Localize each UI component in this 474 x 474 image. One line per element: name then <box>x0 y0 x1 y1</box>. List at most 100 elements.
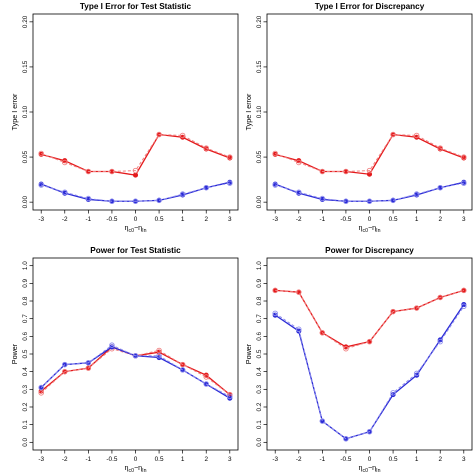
x-tick-label: -2 <box>62 456 68 463</box>
x-tick-label: 2 <box>438 456 442 463</box>
data-point-red_light <box>62 368 68 375</box>
y-tick-label: 0.1 <box>22 420 29 429</box>
data-point-blue_light <box>296 189 302 195</box>
chart-panel-1: Type I Error for Test Statistic 0.00 0.05 0… <box>10 2 239 234</box>
data-point-blue_light <box>413 191 420 197</box>
data-point-red_light <box>343 345 349 352</box>
x-tick-label: 0 <box>368 456 372 463</box>
x-tick-label: 0.5 <box>389 216 398 223</box>
chart-title: Type I Error for Discrepancy <box>315 2 425 11</box>
x-axis-label-part: η <box>124 463 128 472</box>
x-tick-label: -2 <box>296 216 302 223</box>
series-line-red_light-dashed <box>275 289 464 350</box>
data-point-red_light <box>390 308 396 315</box>
x-tick-label: 0.5 <box>389 456 398 463</box>
data-point-blue_light <box>461 303 467 310</box>
x-tick-label: -1 <box>86 456 92 463</box>
data-point-red_light <box>203 145 209 151</box>
data-point-red_light <box>319 330 326 336</box>
x-axis-label-part: −η <box>134 463 142 472</box>
x-tick-label: -1 <box>86 216 92 223</box>
y-tick-label: 0.00 <box>22 196 29 209</box>
y-tick-label: 0.5 <box>22 349 29 358</box>
series-line-blue-solid <box>274 181 464 202</box>
y-tick-label: 0.5 <box>256 349 263 358</box>
data-point-red <box>132 172 139 178</box>
x-axis-label-part: η <box>358 223 362 232</box>
x-axis-label-part: In <box>142 228 146 234</box>
y-tick-label: 0.10 <box>22 105 29 118</box>
data-point-blue_light <box>437 338 443 345</box>
data-point-red_light <box>319 168 326 175</box>
data-point-blue_light <box>156 353 162 359</box>
plot-frame <box>266 13 473 211</box>
data-point-blue_light <box>390 197 396 204</box>
data-point-blue_light <box>319 195 326 202</box>
data-point-blue_light <box>366 428 373 435</box>
y-tick-label: 0.2 <box>256 402 263 411</box>
x-axis-label-part: −η <box>368 463 376 472</box>
y-tick-label: 0.20 <box>22 15 29 28</box>
x-tick-label: -3 <box>272 456 278 463</box>
y-tick-label: 0.6 <box>22 331 29 340</box>
data-point-blue_light <box>62 361 68 368</box>
data-point-blue_light <box>203 184 209 191</box>
y-tick-label: 0.8 <box>22 296 29 305</box>
series-line-blue-solid <box>40 181 230 202</box>
data-point-blue_light <box>38 182 44 188</box>
chart-title: Power for Test Statistic <box>90 246 181 255</box>
series-line-blue_light-dashed <box>40 344 231 397</box>
y-tick-label: 0.3 <box>22 384 29 393</box>
data-point-blue_light <box>156 197 162 204</box>
y-tick-label: 0.6 <box>256 331 263 340</box>
x-axis-label: ηc0−ηIn <box>124 223 146 234</box>
data-point-red_light <box>437 294 443 301</box>
data-point-blue_light <box>390 390 396 396</box>
data-point-red_light <box>390 131 396 138</box>
x-tick-label: -0.5 <box>340 216 351 223</box>
y-axis-label: Power <box>10 343 19 364</box>
data-point-blue_light <box>109 198 115 205</box>
x-axis-label-part: c0 <box>128 468 134 474</box>
x-tick-label: 1 <box>181 456 185 463</box>
data-point-red_light <box>203 374 209 380</box>
x-tick-label: 3 <box>228 216 232 223</box>
x-axis-label: ηc0−ηIn <box>358 223 380 234</box>
x-tick-label: -1 <box>320 216 326 223</box>
data-point-red_light <box>272 150 278 157</box>
data-point-red_light <box>296 159 302 166</box>
data-point-blue_light <box>38 384 44 391</box>
x-axis-label-part: In <box>376 228 380 234</box>
data-point-red_light <box>85 168 92 175</box>
x-tick-label: 0 <box>134 456 138 463</box>
series-line-blue_light-dashed <box>275 182 464 202</box>
data-point-red_light <box>366 338 373 345</box>
y-axis-label: Power <box>244 343 253 364</box>
series-line-red_light-dashed <box>275 134 464 173</box>
plot-frame <box>266 257 473 451</box>
y-tick-label: 0.3 <box>256 384 263 393</box>
data-point-red_light <box>179 132 186 139</box>
data-point-blue_light <box>85 195 92 202</box>
y-tick-label: 0.1 <box>256 420 263 429</box>
x-tick-label: -1 <box>320 456 326 463</box>
y-tick-label: 1.0 <box>22 261 29 270</box>
x-axis-label: ηc0−ηIn <box>124 463 146 474</box>
data-point-red_light <box>132 167 139 174</box>
chart-panel-4: Power for Discrepancy 0.0 0.1 0.2 0.3 0.4 0.5 0… <box>244 246 473 474</box>
x-tick-label: 2 <box>204 456 208 463</box>
y-tick-label: 0.0 <box>22 437 29 446</box>
data-point-red_light <box>38 150 44 157</box>
data-point-red_light <box>413 305 420 311</box>
x-axis-label-part: In <box>142 468 146 474</box>
data-point-red_light <box>156 347 162 354</box>
data-point-blue_light <box>203 381 209 387</box>
y-axis-label: Type I error <box>244 93 253 130</box>
y-axis-label: Type I error <box>10 93 19 130</box>
data-point-blue_light <box>109 342 115 348</box>
data-point-blue_light <box>62 189 68 195</box>
data-point-blue_light <box>366 198 373 205</box>
data-point-red_light <box>296 289 302 295</box>
series-line-blue_light-dashed <box>274 306 465 440</box>
